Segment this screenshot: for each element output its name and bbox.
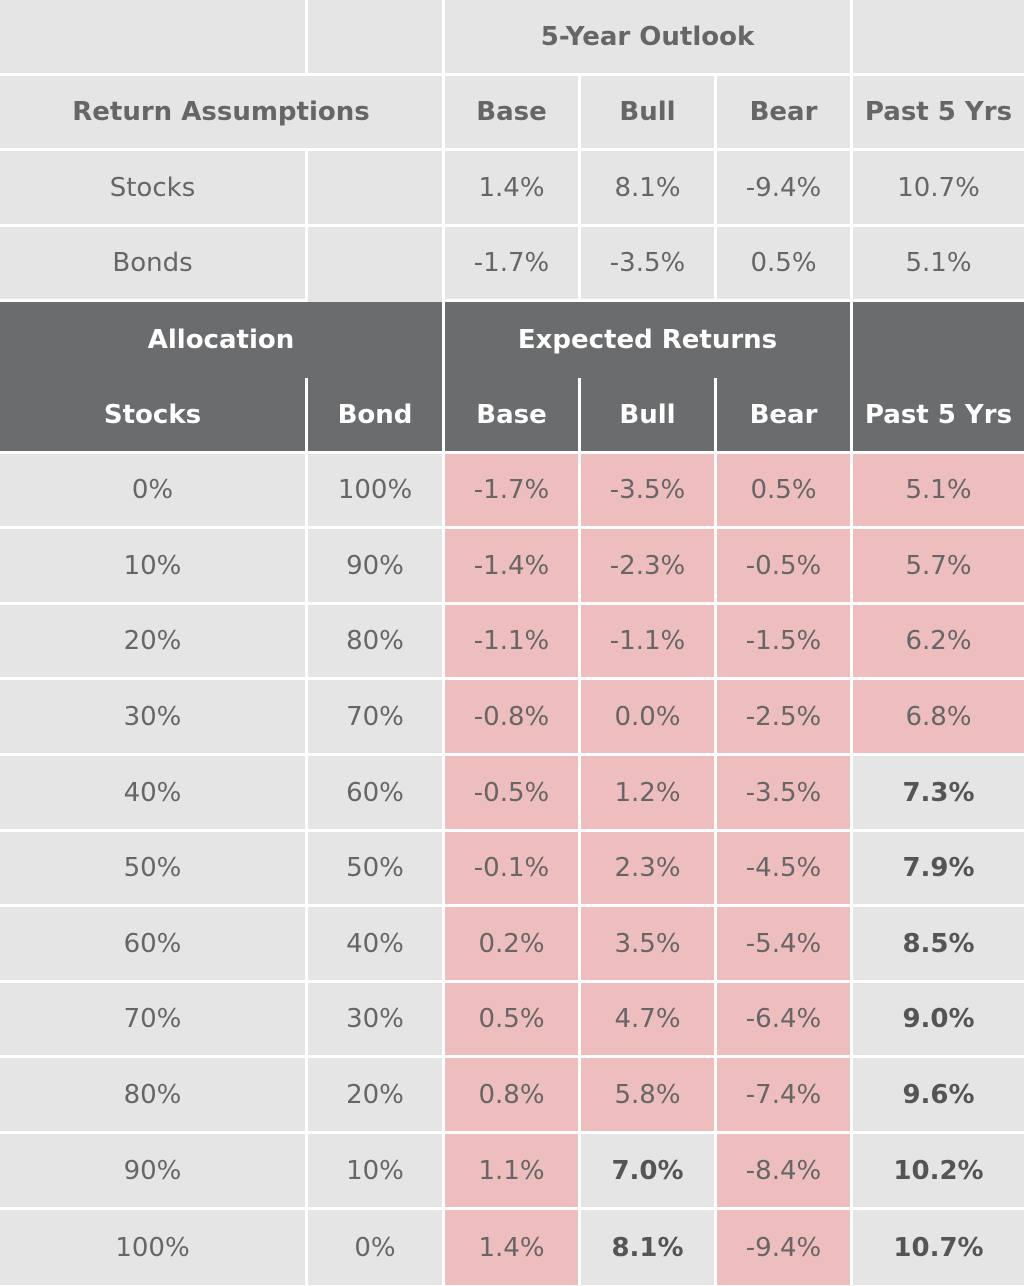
expected-return-value: -1.1% bbox=[445, 605, 578, 677]
expected-return-value: 0.2% bbox=[445, 907, 578, 980]
assumption-value: -1.7% bbox=[445, 227, 578, 299]
bond-allocation: 10% bbox=[308, 1134, 442, 1207]
expected-return-value: 0.5% bbox=[717, 454, 850, 526]
assumptions-column-header: Bull bbox=[581, 76, 714, 148]
expected-return-value: -5.4% bbox=[717, 907, 850, 980]
stocks-allocation: 100% bbox=[0, 1210, 305, 1285]
expected-return-value: 3.5% bbox=[581, 907, 714, 980]
expected-return-value: 6.2% bbox=[853, 605, 1024, 677]
stocks-allocation: 0% bbox=[0, 454, 305, 526]
expected-return-value: 1.2% bbox=[581, 756, 714, 829]
expected-return-value: 10.7% bbox=[853, 1210, 1024, 1285]
bond-allocation: 50% bbox=[308, 832, 442, 904]
expected-return-value: -9.4% bbox=[717, 1210, 850, 1285]
stocks-allocation: 20% bbox=[0, 605, 305, 677]
column-header: Past 5 Yrs bbox=[853, 378, 1024, 451]
stocks-allocation: 30% bbox=[0, 680, 305, 753]
bond-allocation: 20% bbox=[308, 1058, 442, 1131]
expected-return-value: 10.2% bbox=[853, 1134, 1024, 1207]
column-header: Bond bbox=[308, 378, 442, 451]
assumptions-column-header: Past 5 Yrs bbox=[853, 76, 1024, 148]
expected-return-value: 7.3% bbox=[853, 756, 1024, 829]
expected-return-value: -6.4% bbox=[717, 983, 850, 1055]
empty-cell bbox=[853, 0, 1024, 73]
expected-return-value: -7.4% bbox=[717, 1058, 850, 1131]
stocks-allocation: 90% bbox=[0, 1134, 305, 1207]
expected-return-value: 8.1% bbox=[581, 1210, 714, 1285]
bond-allocation: 60% bbox=[308, 756, 442, 829]
asset-label: Bonds bbox=[0, 227, 305, 299]
expected-return-value: 7.9% bbox=[853, 832, 1024, 904]
stocks-allocation: 70% bbox=[0, 983, 305, 1055]
bond-allocation: 80% bbox=[308, 605, 442, 677]
expected-return-value: -1.1% bbox=[581, 605, 714, 677]
return-assumptions-label: Return Assumptions bbox=[0, 76, 442, 148]
empty-cell bbox=[308, 227, 442, 302]
stocks-allocation: 60% bbox=[0, 907, 305, 980]
assumption-value: 8.1% bbox=[581, 151, 714, 224]
empty-cell bbox=[308, 151, 442, 224]
expected-return-value: -1.5% bbox=[717, 605, 850, 677]
expected-return-value: 8.5% bbox=[853, 907, 1024, 980]
expected-return-value: 1.1% bbox=[445, 1134, 578, 1207]
expected-return-value: 5.7% bbox=[853, 529, 1024, 602]
expected-return-value: 0.5% bbox=[445, 983, 578, 1055]
expected-return-value: 9.0% bbox=[853, 983, 1024, 1055]
assumption-value: -3.5% bbox=[581, 227, 714, 299]
empty-cell bbox=[853, 302, 1024, 378]
asset-label: Stocks bbox=[0, 151, 305, 224]
expected-return-value: 5.8% bbox=[581, 1058, 714, 1131]
expected-return-value: -0.5% bbox=[717, 529, 850, 602]
assumption-value: 0.5% bbox=[717, 227, 850, 299]
expected-returns-header: Expected Returns bbox=[445, 302, 850, 378]
stocks-allocation: 40% bbox=[0, 756, 305, 829]
assumption-value: 10.7% bbox=[853, 151, 1024, 224]
assumption-value: 5.1% bbox=[853, 227, 1024, 299]
expected-return-value: -1.4% bbox=[445, 529, 578, 602]
expected-return-value: 6.8% bbox=[853, 680, 1024, 753]
assumption-value: 1.4% bbox=[445, 151, 578, 224]
expected-return-value: -0.5% bbox=[445, 756, 578, 829]
allocation-header: Allocation bbox=[0, 302, 442, 378]
column-header: Base bbox=[445, 378, 578, 451]
column-header: Bull bbox=[581, 378, 714, 451]
bond-allocation: 70% bbox=[308, 680, 442, 753]
bond-allocation: 30% bbox=[308, 983, 442, 1055]
assumptions-column-header: Bear bbox=[717, 76, 850, 148]
expected-return-value: 7.0% bbox=[581, 1134, 714, 1207]
expected-return-value: -4.5% bbox=[717, 832, 850, 904]
outlook-title: 5-Year Outlook bbox=[445, 0, 850, 73]
bond-allocation: 100% bbox=[308, 454, 442, 526]
bond-allocation: 90% bbox=[308, 529, 442, 602]
expected-return-value: -8.4% bbox=[717, 1134, 850, 1207]
expected-return-value: 0.0% bbox=[581, 680, 714, 753]
expected-return-value: -2.5% bbox=[717, 680, 850, 753]
expected-return-value: -1.7% bbox=[445, 454, 578, 526]
expected-return-value: -3.5% bbox=[717, 756, 850, 829]
empty-cell bbox=[0, 0, 305, 73]
expected-return-value: 0.8% bbox=[445, 1058, 578, 1131]
expected-return-value: -3.5% bbox=[581, 454, 714, 526]
assumption-value: -9.4% bbox=[717, 151, 850, 224]
stocks-allocation: 50% bbox=[0, 832, 305, 904]
expected-return-value: 1.4% bbox=[445, 1210, 578, 1285]
expected-return-value: 4.7% bbox=[581, 983, 714, 1055]
stocks-allocation: 80% bbox=[0, 1058, 305, 1131]
expected-return-value: 2.3% bbox=[581, 832, 714, 904]
bond-allocation: 0% bbox=[308, 1210, 442, 1285]
bond-allocation: 40% bbox=[308, 907, 442, 980]
column-header: Stocks bbox=[0, 378, 305, 451]
expected-return-value: 5.1% bbox=[853, 454, 1024, 526]
assumptions-column-header: Base bbox=[445, 76, 578, 148]
expected-return-value: -0.1% bbox=[445, 832, 578, 904]
expected-return-value: -2.3% bbox=[581, 529, 714, 602]
column-header: Bear bbox=[717, 378, 850, 451]
empty-cell bbox=[308, 0, 442, 73]
expected-return-value: 9.6% bbox=[853, 1058, 1024, 1131]
expected-return-value: -0.8% bbox=[445, 680, 578, 753]
stocks-allocation: 10% bbox=[0, 529, 305, 602]
